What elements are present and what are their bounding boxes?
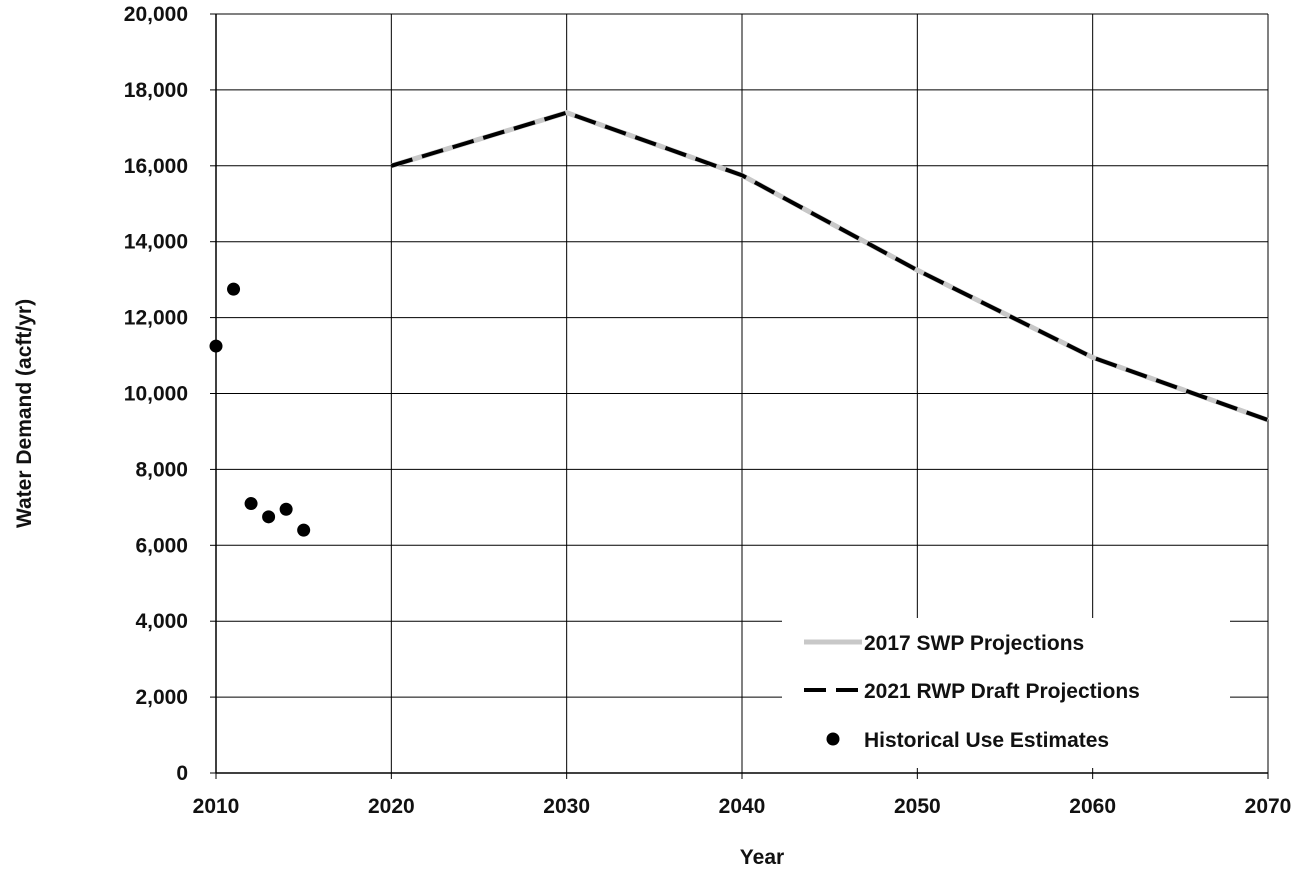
historical-use-point [262, 510, 276, 524]
axes: 0 2,000 4,000 6,000 8,000 10,000 12,000 14,000 1… [124, 3, 1292, 818]
legend-label: 2017 SWP Projections [864, 632, 1084, 655]
y-tick-label: 16,000 [124, 155, 188, 178]
y-tick-label: 8,000 [135, 458, 188, 481]
x-axis-title: Year [740, 846, 784, 869]
y-tick-label: 0 [176, 762, 188, 785]
historical-use-point [279, 502, 293, 516]
y-tick-label: 6,000 [135, 534, 188, 557]
legend-label: 2021 RWP Draft Projections [864, 680, 1140, 703]
y-tick-label: 14,000 [124, 231, 188, 254]
x-tick-label: 2040 [719, 795, 766, 818]
historical-use-point [244, 497, 258, 511]
legend: 2017 SWP Projections 2021 RWP Draft Proje… [782, 618, 1230, 768]
historical-use-point [297, 523, 311, 537]
y-tick-label: 20,000 [124, 3, 188, 26]
rwp-2021-series-line [390, 110, 1269, 422]
y-axis-title: Water Demand (acft/yr) [13, 299, 36, 528]
x-tick-label: 2070 [1245, 795, 1292, 818]
x-tick-label: 2030 [543, 795, 590, 818]
legend-label: Historical Use Estimates [864, 729, 1109, 752]
y-tick-label: 18,000 [124, 79, 188, 102]
x-tick-label: 2060 [1069, 795, 1116, 818]
y-tick-label: 2,000 [135, 686, 188, 709]
y-tick-label: 4,000 [135, 610, 188, 633]
historical-use-point [227, 282, 241, 296]
x-tick-label: 2020 [368, 795, 415, 818]
y-tick-label: 12,000 [124, 307, 188, 330]
y-tick-label: 10,000 [124, 383, 188, 406]
legend-marker-historical [826, 732, 840, 746]
plot-series [209, 110, 1269, 537]
x-tick-label: 2010 [193, 795, 240, 818]
x-tick-label: 2050 [894, 795, 941, 818]
